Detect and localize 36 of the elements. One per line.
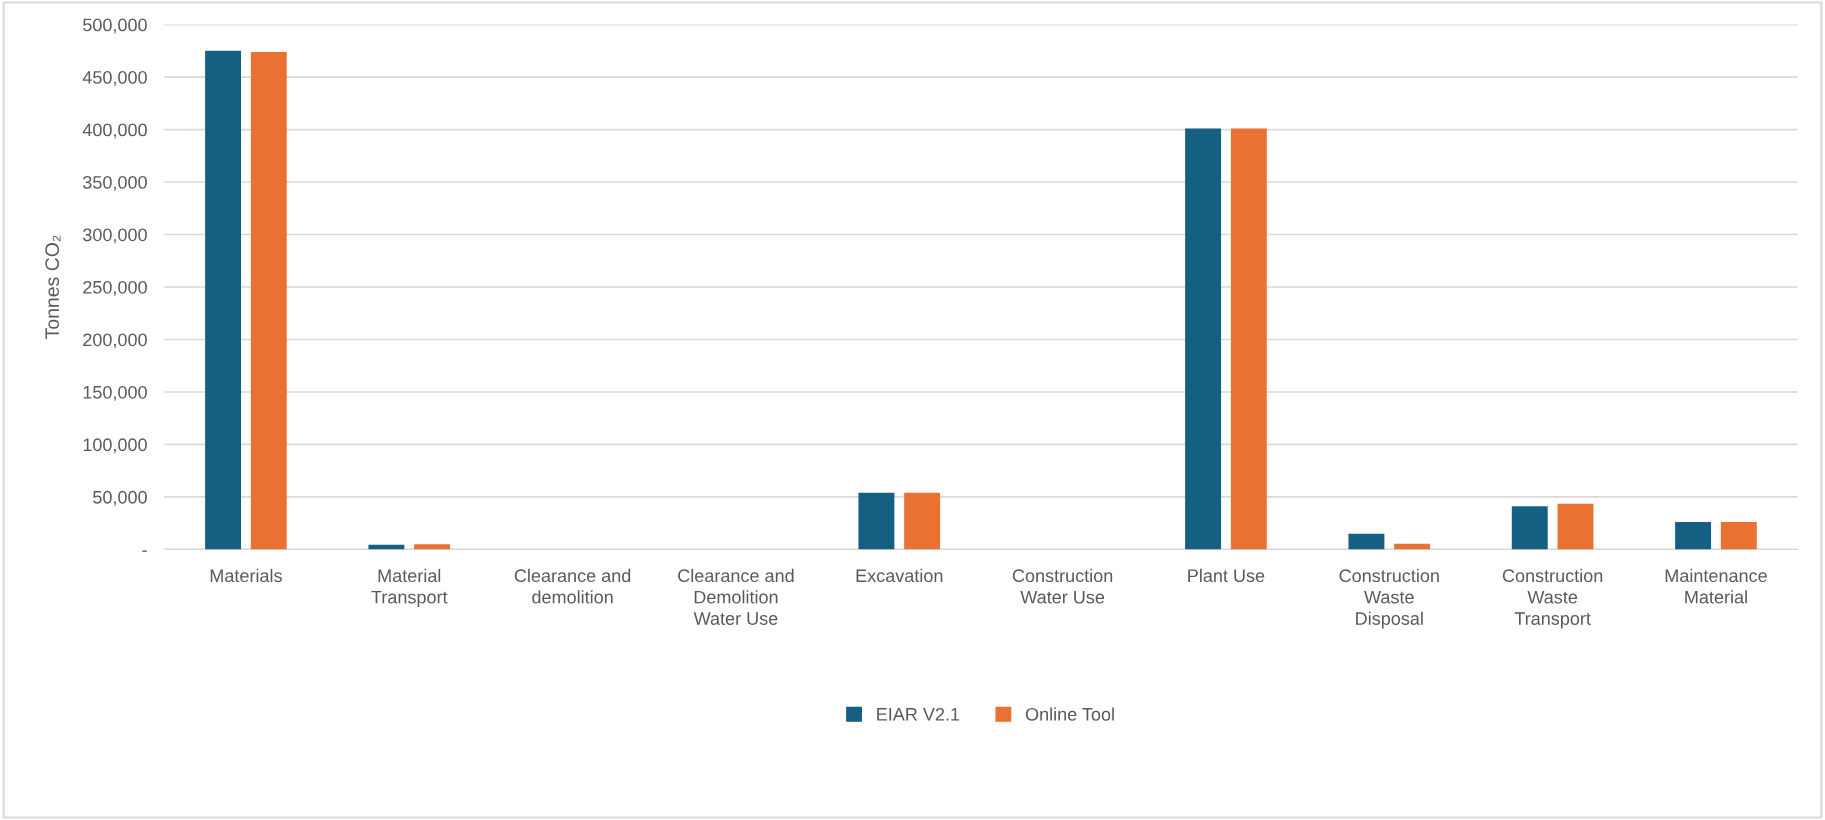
y-tick-label: 100,000 xyxy=(83,438,147,454)
bar xyxy=(205,50,242,550)
x-tick-label: Material Transport xyxy=(371,568,448,608)
legend-label: EIAR V2.1 xyxy=(877,707,960,721)
y-tick-label: 150,000 xyxy=(83,385,147,401)
bar xyxy=(1348,533,1385,550)
bar xyxy=(1511,506,1548,550)
x-tick-label: Plant Use xyxy=(1188,568,1265,583)
y-tick-label: 200,000 xyxy=(83,333,147,349)
x-tick-label: Construction Waste Transport xyxy=(1502,568,1603,629)
bar xyxy=(414,544,451,550)
y-tick-label: 450,000 xyxy=(82,71,147,86)
y-tick-label: 400,000 xyxy=(82,123,147,139)
bar xyxy=(904,492,941,550)
bar xyxy=(250,51,287,550)
x-tick-label: Excavation xyxy=(856,568,943,583)
y-tick-label: 50,000 xyxy=(93,490,147,506)
y-tick-label: - xyxy=(142,550,147,552)
x-tick-label: Clearance and Demolition Water Use xyxy=(678,568,794,625)
x-tick-label: Maintenance Material xyxy=(1665,568,1767,604)
y-tick-label: 500,000 xyxy=(83,18,147,34)
bar xyxy=(1557,503,1594,550)
bar xyxy=(1675,522,1712,550)
bar xyxy=(1230,128,1267,550)
y-tick-label: 250,000 xyxy=(83,280,147,296)
bar xyxy=(1720,522,1757,550)
bar xyxy=(858,492,895,550)
x-tick-label: Construction Waste Disposal xyxy=(1339,568,1439,629)
x-tick-label: Materials xyxy=(210,568,282,583)
x-tick-label: Construction Water Use xyxy=(1012,568,1113,604)
x-tick-label: Clearance and demolition xyxy=(514,568,631,604)
y-axis-title: Tonnes CO₂ xyxy=(45,235,61,339)
legend-label: Online Tool xyxy=(1025,707,1114,721)
y-tick-label: 300,000 xyxy=(83,228,147,244)
y-tick-label: 350,000 xyxy=(83,175,147,191)
bar xyxy=(1185,128,1222,550)
